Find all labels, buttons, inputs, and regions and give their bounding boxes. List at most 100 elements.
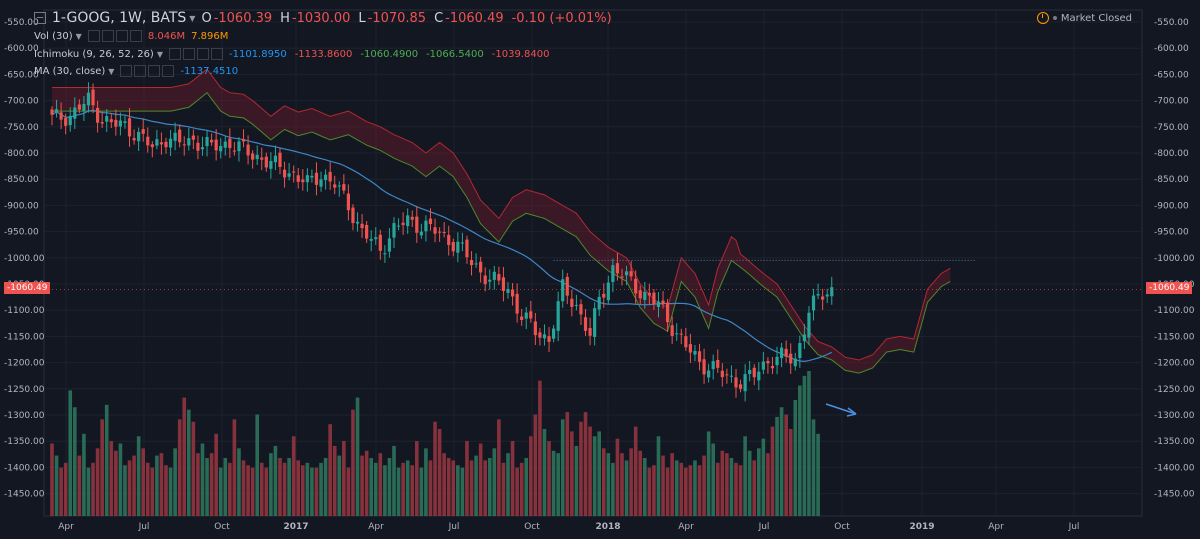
- volume-bar: [652, 465, 656, 516]
- x-tick-label: Jul: [1068, 522, 1080, 532]
- y-tick-label-right: -1400.00: [1154, 463, 1195, 473]
- ohlc-key: L: [358, 10, 366, 26]
- candle-body: [278, 152, 282, 167]
- x-tick-label: Apr: [988, 522, 1004, 532]
- y-tick-label-left: -850.00: [4, 175, 39, 185]
- candle-body: [324, 174, 328, 181]
- volume-bar: [164, 465, 168, 516]
- candle-body: [150, 144, 154, 148]
- volume-bar: [606, 453, 611, 516]
- volume-bar: [205, 458, 209, 516]
- candle-body: [415, 216, 419, 233]
- candle-body: [210, 139, 214, 143]
- volume-bar: [200, 443, 205, 516]
- x-tick-label: Jul: [448, 522, 460, 532]
- volume-bar: [474, 455, 478, 516]
- volume-bar: [574, 445, 579, 516]
- volume-bar: [729, 458, 734, 516]
- candle-body: [314, 172, 319, 185]
- candle-body: [547, 336, 551, 342]
- y-tick-label-right: -900.00: [1154, 201, 1189, 211]
- volume-bar: [223, 458, 228, 516]
- candle-body: [86, 92, 91, 106]
- volume-bar: [73, 407, 77, 516]
- candle-body: [406, 215, 410, 227]
- plot-area: [43, 9, 1143, 517]
- symbol-title[interactable]: 1-GOOG, 1W, BATS: [52, 10, 187, 26]
- candle-body: [497, 274, 501, 281]
- candle-body: [392, 223, 396, 238]
- candle-body: [168, 138, 173, 148]
- volume-bar: [109, 441, 114, 516]
- volume-bar: [647, 467, 652, 516]
- volume-bar: [127, 460, 132, 516]
- volume-bar: [752, 460, 757, 516]
- candle-body: [793, 358, 797, 367]
- y-tick-label-left: -1400.00: [4, 463, 45, 473]
- volume-bar: [191, 421, 196, 516]
- candle-body: [287, 173, 291, 177]
- annotation-arrow-head: [846, 407, 857, 417]
- clock-icon: [1036, 12, 1049, 24]
- volume-bar: [570, 431, 574, 516]
- collapse-icon[interactable]: [34, 12, 46, 24]
- volume-bar: [273, 445, 278, 516]
- volume-bar: [702, 455, 706, 516]
- candle-body: [273, 155, 278, 163]
- volume-bar: [168, 467, 173, 516]
- candle-body: [825, 294, 829, 297]
- indicator-actions[interactable]: [120, 65, 175, 77]
- volume-bar: [743, 436, 747, 516]
- candle-body: [593, 308, 597, 337]
- candle-body: [396, 225, 401, 227]
- volume-bar: [50, 443, 54, 516]
- symbol-legend: 1-GOOG, 1W, BATS ▼ O -1060.39 H -1030.00 L -1…: [34, 10, 620, 26]
- chevron-down-icon[interactable]: ▼: [156, 49, 163, 59]
- y-tick-label-left: -650.00: [4, 70, 39, 80]
- indicator-actions[interactable]: [169, 48, 223, 60]
- candle-body: [465, 239, 469, 258]
- candle-body: [460, 242, 464, 244]
- candle-body: [114, 119, 118, 127]
- y-tick-label-right: -600.00: [1154, 44, 1189, 54]
- volume-bar: [734, 462, 738, 516]
- candle-body: [105, 116, 109, 122]
- ma-line: [51, 109, 833, 363]
- candle-body: [506, 288, 510, 293]
- candle-body: [775, 356, 779, 366]
- senkou-b-line: [52, 68, 951, 361]
- chevron-down-icon[interactable]: ▼: [108, 66, 115, 76]
- x-tick-label: Apr: [678, 522, 694, 532]
- candle-body: [428, 218, 433, 225]
- volume-bar: [747, 450, 752, 516]
- candle-body: [50, 109, 54, 115]
- candle-body: [401, 222, 405, 226]
- volume-bar: [255, 414, 259, 516]
- candle-body: [246, 144, 250, 156]
- candle-body: [533, 321, 537, 336]
- volume-bar: [305, 462, 310, 516]
- candle-body: [196, 142, 200, 151]
- candle-body: [766, 360, 770, 364]
- candle-body: [118, 120, 122, 127]
- ichimoku-value: -1039.8400: [491, 48, 550, 60]
- chevron-down-icon[interactable]: ▼: [75, 31, 82, 41]
- candle-body: [816, 294, 820, 296]
- candle-body: [556, 301, 560, 331]
- vol-label[interactable]: Vol (30): [34, 30, 73, 42]
- ma-label[interactable]: MA (30, close): [34, 65, 106, 77]
- candle-body: [693, 350, 697, 355]
- candle-body: [237, 141, 241, 152]
- candle-body: [757, 371, 761, 381]
- ichimoku-label[interactable]: Ichimoku (9, 26, 52, 26): [34, 48, 154, 60]
- candle-body: [483, 275, 487, 285]
- candle-body: [670, 325, 674, 337]
- indicator-actions[interactable]: [87, 30, 142, 42]
- candle-body: [292, 171, 296, 173]
- candle-body: [433, 227, 437, 234]
- candle-body: [419, 231, 423, 236]
- chevron-down-icon[interactable]: ▼: [189, 13, 196, 23]
- volume-bar: [684, 467, 688, 516]
- volume-bar: [287, 458, 291, 516]
